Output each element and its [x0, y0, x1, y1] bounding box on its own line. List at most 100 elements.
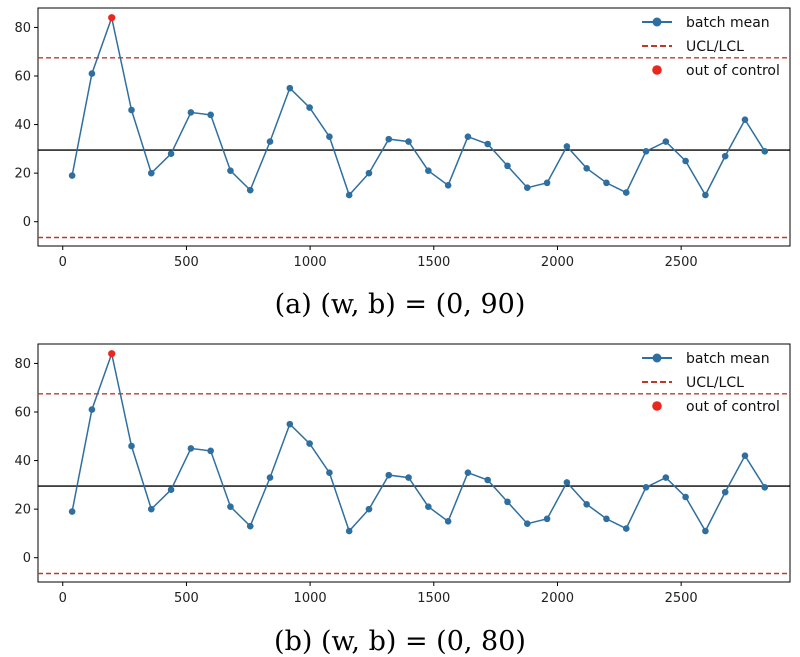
batch-mean-point — [326, 133, 333, 141]
x-tick-label: 2500 — [665, 255, 698, 270]
batch-mean-point — [167, 486, 175, 494]
batch-mean-point — [662, 474, 670, 481]
batch-mean-point — [563, 479, 571, 486]
batch-mean-point — [682, 157, 689, 165]
batch-mean-point — [504, 498, 511, 506]
batch-mean-point — [266, 474, 274, 481]
batch-mean-point — [543, 515, 551, 523]
batch-mean-point — [741, 116, 749, 124]
batch-mean-point — [227, 503, 234, 511]
x-tick-label: 1500 — [417, 591, 450, 606]
batch-mean-point — [128, 442, 135, 450]
batch-mean-point — [68, 508, 76, 515]
batch-mean-point — [622, 525, 630, 532]
batch-mean-point — [306, 440, 313, 447]
batch-mean-point — [504, 162, 511, 170]
batch-mean-point — [167, 150, 175, 158]
batch-mean-point — [444, 181, 452, 189]
batch-mean-point — [286, 84, 294, 92]
x-tick-label: 1000 — [294, 255, 327, 270]
x-tick-label: 500 — [174, 591, 199, 606]
batch-mean-point — [266, 138, 274, 145]
y-tick-label: 40 — [14, 118, 31, 133]
y-tick-label: 0 — [23, 215, 31, 230]
batch-mean-point — [464, 469, 472, 477]
batch-mean-point — [88, 406, 96, 413]
y-tick-label: 0 — [23, 551, 31, 566]
plot-frame — [37, 7, 791, 247]
batch-mean-point — [425, 503, 432, 511]
legend-marker-batch-mean — [652, 353, 662, 363]
batch-mean-point — [147, 169, 155, 177]
batch-mean-point — [622, 189, 630, 196]
chart-caption: (b) (w, b) = (0, 80) — [274, 626, 526, 657]
batch-mean-point — [464, 133, 472, 141]
batch-mean-point — [563, 143, 571, 150]
batch-mean-point — [761, 483, 769, 491]
chart-panel-a: 0 20 40 60 80 0 500 1000 1500 2000 2500 batch mean U… — [14, 7, 791, 320]
legend-label-batch-mean: batch mean — [686, 15, 770, 31]
batch-mean-point — [702, 191, 709, 199]
batch-mean-point — [682, 493, 689, 501]
out-of-control-point — [108, 350, 116, 358]
batch-mean-point — [543, 179, 551, 187]
x-tick-label: 2500 — [665, 591, 698, 606]
batch-mean-point — [662, 138, 670, 145]
batch-mean-point — [761, 147, 769, 155]
legend-marker-out-of-control — [652, 401, 662, 411]
batch-mean-point — [246, 522, 254, 530]
batch-mean-point — [345, 191, 353, 199]
batch-mean-point — [583, 164, 590, 172]
batch-mean-point — [128, 106, 135, 114]
batch-mean-point — [365, 505, 373, 513]
legend-label-ucl-lcl: UCL/LCL — [686, 375, 744, 391]
batch-mean-point — [484, 476, 492, 484]
batch-mean-point — [721, 152, 729, 160]
batch-mean-point — [207, 447, 214, 455]
legend-label-ucl-lcl: UCL/LCL — [686, 39, 744, 55]
x-tick-label: 1500 — [417, 255, 450, 270]
batch-mean-point — [385, 471, 393, 479]
batch-mean-point — [365, 169, 373, 177]
x-tick-label: 2000 — [541, 591, 574, 606]
y-tick-label: 40 — [14, 454, 31, 469]
y-tick-label: 20 — [14, 167, 31, 182]
batch-mean-point — [345, 527, 353, 535]
legend-label-out-of-control: out of control — [686, 399, 780, 415]
legend-label-out-of-control: out of control — [686, 63, 780, 79]
batch-mean-point — [484, 140, 492, 148]
batch-mean-point — [306, 104, 313, 111]
legend-marker-batch-mean — [652, 17, 662, 27]
batch-mean-line — [71, 14, 766, 197]
x-tick-label: 2000 — [541, 255, 574, 270]
batch-mean-point — [326, 469, 333, 477]
legend: batch mean UCL/LCL out of control — [642, 15, 780, 79]
batch-mean-point — [523, 184, 531, 192]
batch-mean-point — [523, 520, 531, 528]
batch-mean-point — [425, 167, 432, 175]
batch-mean-point — [603, 515, 610, 523]
batch-mean-line — [71, 350, 766, 533]
batch-mean-point — [405, 138, 412, 145]
legend-marker-out-of-control — [652, 65, 662, 75]
batch-mean-point — [88, 70, 96, 77]
batch-mean-point — [187, 445, 195, 452]
y-tick-label: 60 — [14, 406, 31, 421]
batch-mean-point — [187, 109, 195, 116]
batch-mean-point — [583, 500, 590, 508]
batch-mean-point — [207, 111, 214, 119]
batch-mean-point — [603, 179, 610, 187]
batch-mean-point — [68, 172, 76, 179]
batch-mean-point — [147, 505, 155, 513]
legend-label-batch-mean: batch mean — [686, 351, 770, 367]
x-tick-label: 500 — [174, 255, 199, 270]
legend: batch mean UCL/LCL out of control — [642, 351, 780, 415]
batch-mean-point — [642, 147, 650, 155]
batch-mean-point — [741, 452, 749, 460]
batch-mean-point — [286, 420, 294, 428]
out-of-control-point — [108, 14, 116, 22]
batch-mean-point — [385, 135, 393, 143]
batch-mean-point — [405, 474, 412, 481]
batch-mean-point — [721, 488, 729, 496]
